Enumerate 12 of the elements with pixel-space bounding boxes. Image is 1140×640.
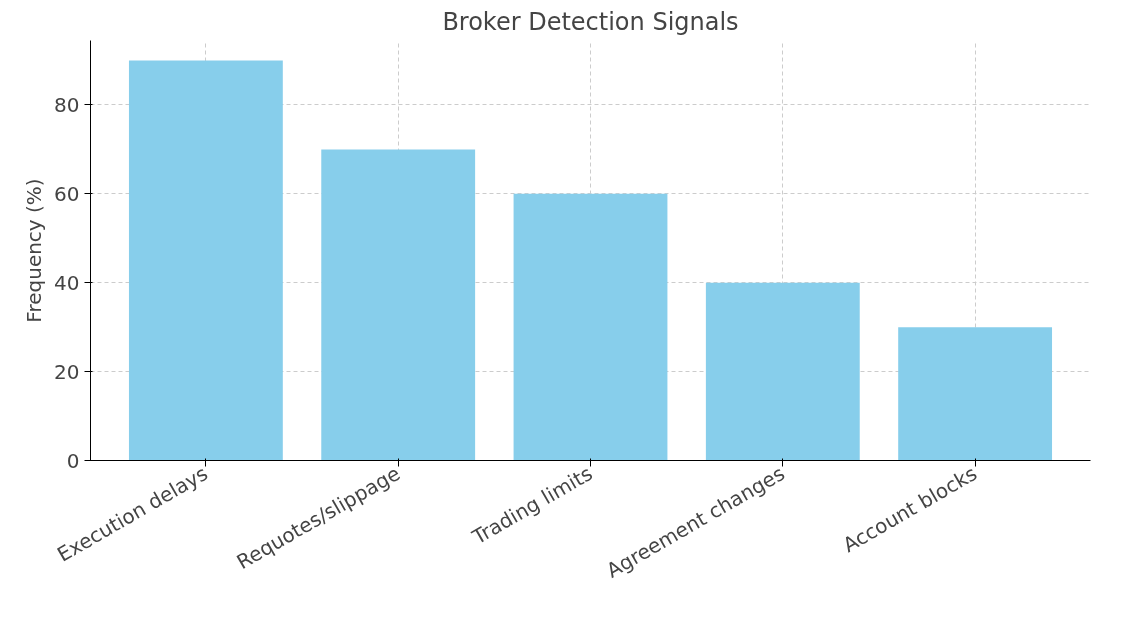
chart-title: Broker Detection Signals [442,7,739,36]
y-tick-label: 20 [54,359,80,384]
y-tick-label: 0 [66,448,80,473]
y-tick-label: 40 [54,270,80,295]
y-tick-label: 60 [54,181,80,206]
bar [128,60,283,461]
y-axis-title: Frequency (%) [22,178,47,323]
bar [321,149,476,461]
bar [513,193,668,461]
y-tick-label: 80 [54,92,80,117]
bar [705,282,860,461]
bar [898,327,1053,461]
